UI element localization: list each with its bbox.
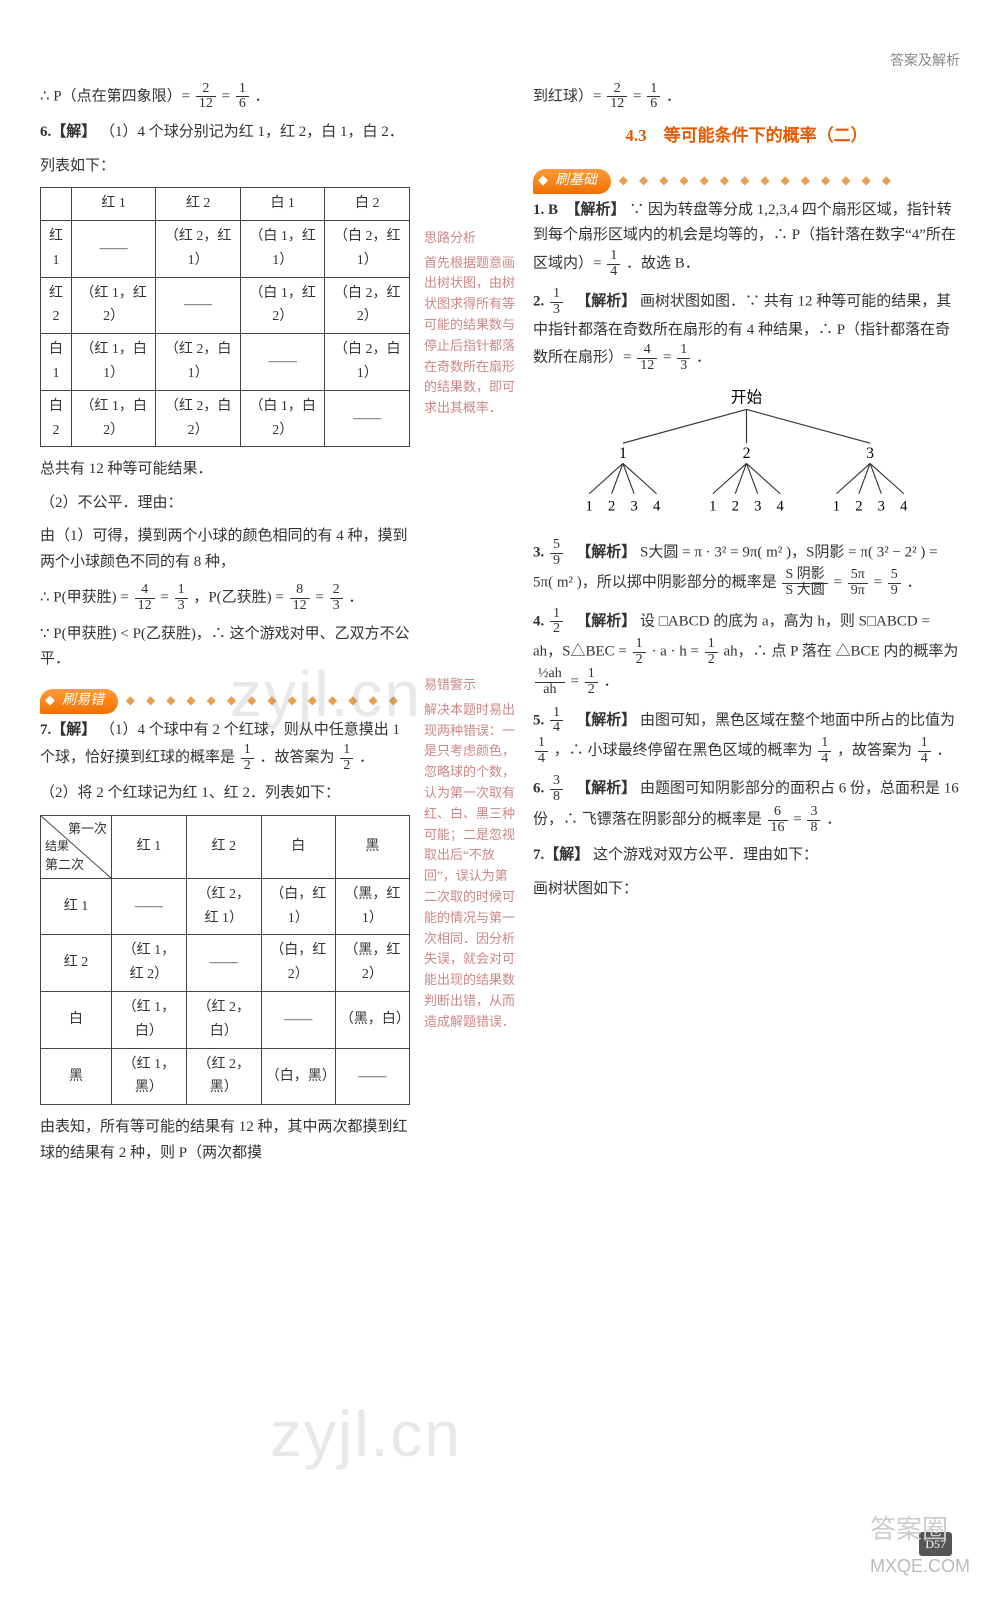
pill-errors-row: 刷易错 ◆ ◆ ◆ ◆ ◆ ◆ ◆ ◆ ◆ ◆ ◆ ◆ ◆ ◆ — [40, 681, 410, 718]
q6-total: 总共有 12 种等可能结果． — [40, 457, 410, 483]
pill-dots-1: ◆ ◆ ◆ ◆ ◆ ◆ ◆ ◆ ◆ ◆ ◆ ◆ ◆ ◆ — [619, 173, 895, 187]
q7: 7.【解】 （1）4 个球中有 2 个红球，则从中任意摸出 1 个球，恰好摸到红… — [40, 718, 410, 774]
q7-part2: （2）将 2 个红球记为红 1、红 2．列表如下： — [40, 781, 410, 807]
q6-listintro: 列表如下： — [40, 154, 410, 180]
right-column: 到红球）= 212 = 16 ． 4.3 等可能条件下的概率（二） 刷基础 ◆ … — [533, 82, 960, 1174]
left-column: ∴ P（点在第四象限）= 212 = 16 ． 6.【解】 （1）4 个球分别记… — [40, 82, 410, 1174]
rq1: 1. B 【解析】 ∵ 因为转盘等分成 1,2,3,4 四个扇形区域，指针转到每… — [533, 198, 960, 279]
svg-text:2: 2 — [608, 499, 615, 515]
rq6: 6. 38 【解析】 由题图可知阴影部分的面积占 6 份，总面积是 16 份，∴… — [533, 774, 960, 835]
q6-head: 6.【解】 — [40, 124, 96, 140]
mid-column: 思路分析 首先根据题意画出树状图，由树状图求得所有等可能的结果数与停止后指针都落… — [424, 82, 519, 1174]
line-p4th: ∴ P（点在第四象限）= 212 = 16 ． — [40, 82, 410, 112]
svg-text:4: 4 — [777, 499, 785, 515]
rq7: 7.【解】 这个游戏对双方公平．理由如下： — [533, 843, 960, 869]
header-right: 答案及解析 — [40, 50, 960, 74]
rq7-tree-intro: 画树状图如下： — [533, 877, 960, 903]
columns: ∴ P（点在第四象限）= 212 = 16 ． 6.【解】 （1）4 个球分别记… — [40, 82, 960, 1174]
q6-conclude: ∵ P(甲获胜) < P(乙获胜)，∴ 这个游戏对甲、乙双方不公平． — [40, 622, 410, 673]
pill-errors: 刷易错 — [40, 689, 118, 714]
svg-text:3: 3 — [630, 499, 637, 515]
svg-text:2: 2 — [732, 499, 739, 515]
q6: 6.【解】 （1）4 个球分别记为红 1，红 2，白 1，白 2． — [40, 120, 410, 146]
q6-probs: ∴ P(甲获胜) = 412 = 13 ，P(乙获胜) = 812 = 23 ． — [40, 583, 410, 613]
svg-text:3: 3 — [754, 499, 761, 515]
tree-diagram: 开始 1 2 3 1 2 3 4 1 2 3 4 1 — [533, 387, 960, 522]
mid-text-2: 解决本题时易出现两种错误：一是只考虑颜色，忽略球的个数，认为第一次取有红、白、黑… — [424, 700, 519, 1033]
svg-text:1: 1 — [833, 499, 840, 515]
q7-summary: 由表知，所有等可能的结果有 12 种，其中两次都摸到红球的结果有 2 种，则 P… — [40, 1115, 410, 1166]
table-1: 红 1 红 2 白 1 白 2 红 1——（红 2，红 1）（白 1，红 1）（… — [40, 187, 410, 447]
pill-dots-2: ◆ ◆ ◆ ◆ ◆ ◆ ◆ ◆ ◆ ◆ ◆ ◆ ◆ ◆ — [126, 693, 402, 707]
svg-text:1: 1 — [586, 499, 593, 515]
mid-title-2: 易错警示 — [424, 675, 519, 696]
watermark-2: zyjl.cn — [270, 1380, 462, 1489]
rq4: 4. 12 【解析】 设 □ABCD 的底为 a，高为 h，则 S□ABCD =… — [533, 607, 960, 698]
svg-text:4: 4 — [900, 499, 908, 515]
svg-text:3: 3 — [866, 445, 874, 462]
svg-text:4: 4 — [653, 499, 661, 515]
corner-brand: 答案圈 MXQE.COM — [870, 1507, 970, 1582]
diag-cell: 第一次 结果 第二次 — [41, 816, 111, 878]
pill-basics: 刷基础 — [533, 169, 611, 194]
svg-text:2: 2 — [743, 445, 751, 462]
section-4-3: 4.3 等可能条件下的概率（二） — [533, 122, 960, 151]
q6-part2: （2）不公平．理由： — [40, 491, 410, 517]
svg-text:2: 2 — [855, 499, 862, 515]
rq3: 3. 59 【解析】 S大圆 = π · 3² = 9π( m² )，S阴影 =… — [533, 538, 960, 599]
svg-text:1: 1 — [709, 499, 716, 515]
q7-head: 7.【解】 — [40, 722, 96, 738]
q6-reason: 由（1）可得，摸到两个小球的颜色相同的有 4 种，摸到两个小球颜色不同的有 8 … — [40, 524, 410, 575]
svg-text:开始: 开始 — [731, 389, 763, 407]
page: 答案及解析 ∴ P（点在第四象限）= 212 = 16 ． 6.【解】 （1）4… — [0, 0, 1000, 1600]
pill-basics-row: 刷基础 ◆ ◆ ◆ ◆ ◆ ◆ ◆ ◆ ◆ ◆ ◆ ◆ ◆ ◆ — [533, 161, 960, 198]
mid-text-1: 首先根据题意画出树状图，由树状图求得所有等可能的结果数与停止后指针都落在奇数所在… — [424, 253, 519, 419]
right-top: 到红球）= 212 = 16 ． — [533, 82, 960, 112]
svg-text:1: 1 — [619, 445, 627, 462]
rq2: 2. 13 【解析】 画树状图如图．∵ 共有 12 种等可能的结果，其中指针都落… — [533, 287, 960, 373]
mid-title-1: 思路分析 — [424, 228, 519, 249]
rq5: 5. 14 【解析】 由图可知，黑色区域在整个地面中所占的比值为 14 ，∴ 小… — [533, 706, 960, 767]
table-2: 第一次 结果 第二次 红 1 红 2 白 黑 红 1——（红 2，红 1）（白，… — [40, 815, 410, 1105]
svg-text:3: 3 — [878, 499, 885, 515]
